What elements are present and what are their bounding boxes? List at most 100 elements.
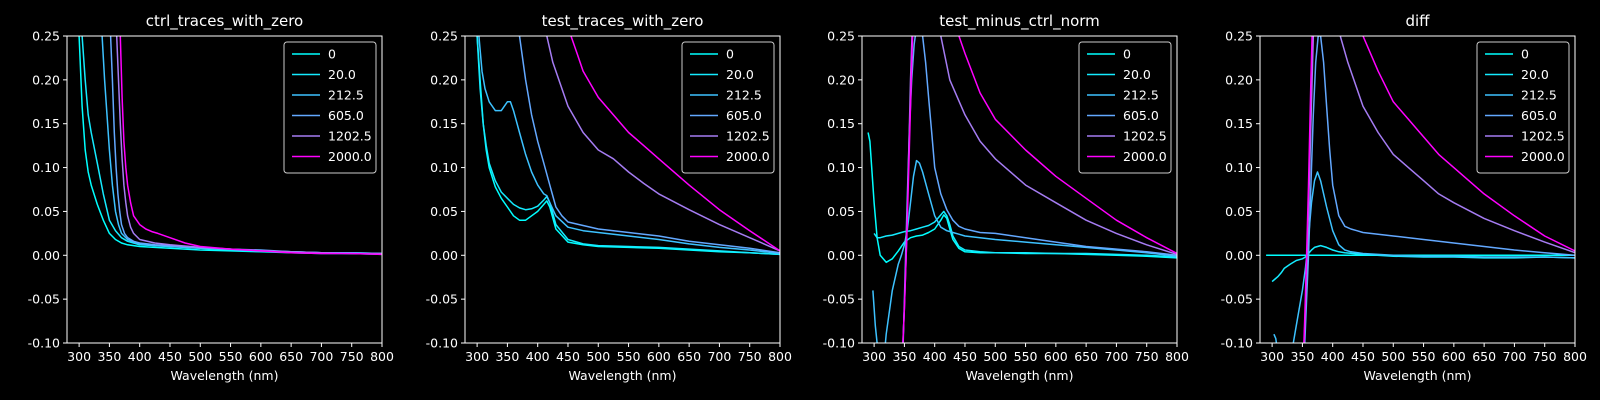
legend-label: 20.0 [328, 67, 356, 82]
chart-panel-4: diff 300 350 400 450 500 550 600 650 700 750 800 -0.… [1221, 12, 1587, 383]
legend-label: 605.0 [726, 108, 762, 123]
y-tick-label: 0.10 [430, 160, 458, 175]
chart-title: diff [1405, 12, 1430, 30]
legend-label: 20.0 [1521, 67, 1549, 82]
x-tick-label: 800 [370, 349, 394, 364]
y-tick-label: -0.10 [28, 336, 60, 351]
legend: 0 20.0 212.5 605.0 1202.5 2000.0 [1078, 41, 1172, 174]
x-tick-label: 550 [617, 349, 641, 364]
axes-frame [1259, 35, 1576, 344]
x-tick-label: 450 [1351, 349, 1375, 364]
legend-label: 2000.0 [1521, 149, 1565, 164]
y-tick-label: 0.05 [827, 204, 855, 219]
x-tick-label: 750 [1135, 349, 1159, 364]
y-tick-label: 0.00 [827, 248, 855, 263]
series-line-2000.0 [1303, 36, 1575, 343]
x-tick-label: 800 [1563, 349, 1587, 364]
x-tick-label: 650 [1472, 349, 1496, 364]
series-line-0 [476, 36, 780, 256]
x-tick-label: 350 [495, 349, 519, 364]
panels: ctrl_traces_with_zero 300 350 400 450 500 550 6… [28, 12, 1587, 383]
x-tick-label: 550 [1014, 349, 1038, 364]
x-tick-label: 600 [647, 349, 671, 364]
y-tick-label: 0.00 [430, 248, 458, 263]
legend-label: 0 [1123, 47, 1131, 62]
chart-panel-2: test_traces_with_zero 300 350 400 450 500 550 6… [426, 12, 792, 383]
series-line-212.5 [478, 36, 780, 255]
legend-label: 605.0 [328, 108, 364, 123]
y-tick-label: -0.05 [426, 292, 458, 307]
y-tick-label: 0.00 [32, 248, 60, 263]
x-tick-label: 500 [1381, 349, 1405, 364]
y-tick-label: 0.20 [827, 72, 855, 87]
x-tick-label: 700 [309, 349, 333, 364]
x-tick-label: 600 [1442, 349, 1466, 364]
series-line-1202.5 [115, 36, 382, 255]
legend-label: 2000.0 [726, 149, 770, 164]
series-line-20.0 [476, 36, 780, 256]
y-tick-label: 0.05 [1225, 204, 1253, 219]
y-tick-label: 0.25 [1225, 29, 1253, 44]
x-tick-label: 700 [1502, 349, 1526, 364]
series-line-20.0 [1271, 244, 1575, 283]
legend-label: 212.5 [328, 88, 364, 103]
x-tick-label: 450 [953, 349, 977, 364]
x-tick-label: 400 [1321, 349, 1345, 364]
legend-label: 605.0 [1521, 108, 1557, 123]
x-tick-label: 400 [526, 349, 550, 364]
y-tick-label: -0.10 [426, 336, 458, 351]
series-line-605.0 [518, 36, 780, 254]
x-tick-label: 700 [707, 349, 731, 364]
x-tick-label: 450 [556, 349, 580, 364]
y-tick-label: 0.15 [430, 116, 458, 131]
legend: 0 20.0 212.5 605.0 1202.5 2000.0 [681, 41, 775, 174]
x-tick-label: 600 [249, 349, 273, 364]
chart-title: test_minus_ctrl_norm [939, 12, 1100, 31]
legend: 0 20.0 212.5 605.0 1202.5 2000.0 [283, 41, 377, 174]
x-tick-label: 300 [67, 349, 91, 364]
x-tick-label: 500 [983, 349, 1007, 364]
series-line-1202.5 [546, 36, 780, 252]
y-tick-label: 0.15 [32, 116, 60, 131]
x-tick-label: 700 [1104, 349, 1128, 364]
legend-label: 212.5 [726, 88, 762, 103]
x-tick-label: 300 [1260, 349, 1284, 364]
series-line-212.5 [1273, 171, 1575, 343]
series-line-605.0 [1304, 36, 1575, 343]
series-line-1202.5 [1303, 36, 1575, 343]
y-tick-label: 0.00 [1225, 248, 1253, 263]
x-tick-label: 400 [923, 349, 947, 364]
x-tick-label: 800 [1165, 349, 1189, 364]
legend-label: 1202.5 [1521, 129, 1565, 144]
x-tick-label: 750 [340, 349, 364, 364]
y-tick-label: 0.10 [32, 160, 60, 175]
x-tick-label: 750 [738, 349, 762, 364]
chart-title: test_traces_with_zero [542, 12, 704, 31]
y-tick-label: 0.20 [430, 72, 458, 87]
x-tick-label: 500 [188, 349, 212, 364]
x-tick-label: 350 [97, 349, 121, 364]
legend-label: 1202.5 [328, 129, 372, 144]
x-tick-label: 800 [768, 349, 792, 364]
x-tick-label: 550 [219, 349, 243, 364]
series-group [867, 36, 1177, 343]
legend-label: 605.0 [1123, 108, 1159, 123]
y-tick-label: 0.10 [827, 160, 855, 175]
y-tick-label: 0.25 [32, 29, 60, 44]
y-tick-label: -0.05 [1221, 292, 1253, 307]
legend-label: 0 [726, 47, 734, 62]
x-tick-label: 500 [586, 349, 610, 364]
y-tick-label: 0.25 [430, 29, 458, 44]
x-axis-label: Wavelength (nm) [1364, 368, 1472, 383]
x-tick-label: 650 [677, 349, 701, 364]
axes-frame [66, 35, 383, 344]
x-tick-label: 350 [1290, 349, 1314, 364]
x-tick-label: 300 [862, 349, 886, 364]
x-tick-label: 600 [1044, 349, 1068, 364]
y-tick-label: 0.20 [1225, 72, 1253, 87]
legend-label: 1202.5 [726, 129, 770, 144]
y-tick-label: 0.10 [1225, 160, 1253, 175]
legend-label: 212.5 [1123, 88, 1159, 103]
